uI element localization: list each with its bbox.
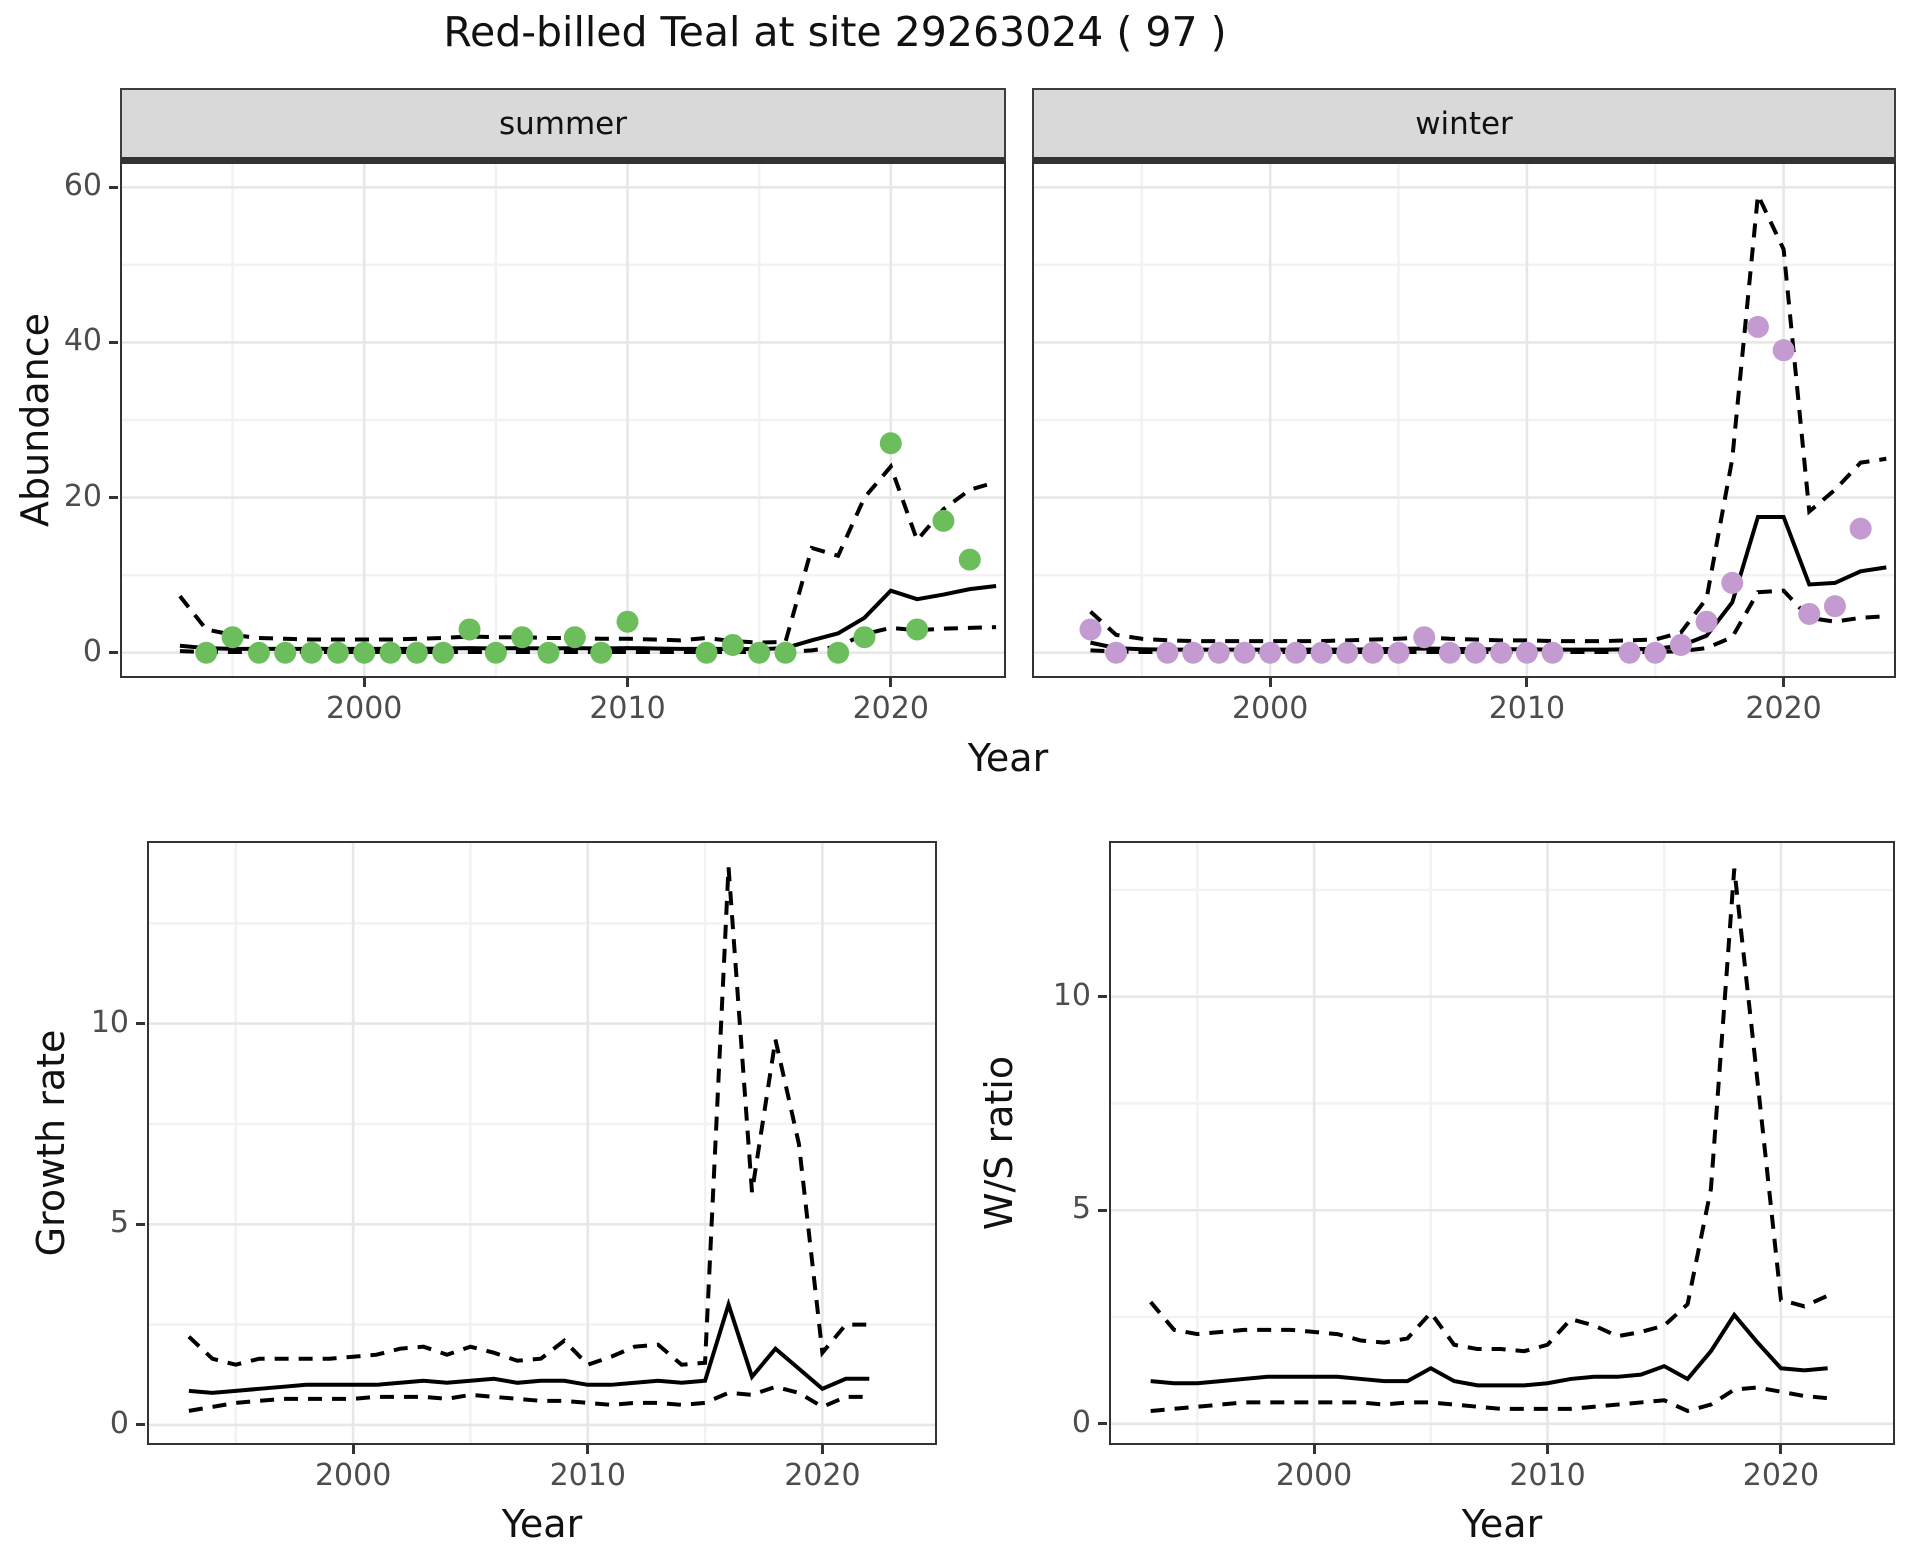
y-tick-label: 0 — [82, 633, 102, 669]
x-tick-mark — [1525, 678, 1529, 687]
y-tick-label: 60 — [63, 168, 102, 204]
growth-year-axis-title: Year — [501, 1502, 583, 1546]
ws-ratio-panel — [1109, 841, 1895, 1445]
x-tick-label: 2010 — [549, 1458, 626, 1493]
x-tick-label: 2020 — [784, 1458, 861, 1493]
y-tick-label: 5 — [1071, 1191, 1091, 1227]
y-tick-label: 20 — [63, 478, 102, 514]
x-tick-label: 2000 — [1231, 691, 1309, 726]
x-tick-label: 2000 — [326, 691, 403, 726]
y-tick-mark — [1098, 1208, 1107, 1212]
x-tick-mark — [820, 1445, 824, 1454]
x-tick-mark — [1779, 1445, 1783, 1454]
x-tick-mark — [362, 678, 366, 687]
y-tick-label: 0 — [109, 1405, 129, 1441]
growth-rate-panel — [147, 841, 937, 1445]
ws-year-axis-title: Year — [1461, 1502, 1543, 1546]
facet-label-summer: summer — [498, 105, 627, 142]
y-tick-mark — [136, 1222, 145, 1226]
x-tick-mark — [586, 1445, 590, 1454]
y-tick-label: 0 — [1071, 1404, 1091, 1440]
y-tick-label: 10 — [90, 1004, 129, 1040]
top-year-axis-title: Year — [967, 736, 1049, 780]
facet-strip-summer: summer — [120, 88, 1006, 162]
x-tick-mark — [626, 678, 629, 687]
x-tick-label: 2020 — [1745, 691, 1822, 726]
y-tick-mark — [1098, 995, 1107, 999]
x-tick-label: 2000 — [314, 1458, 392, 1493]
y-tick-mark — [136, 1423, 145, 1427]
y-tick-mark — [136, 1022, 145, 1026]
x-tick-label: 2010 — [1488, 691, 1566, 726]
x-tick-label: 2020 — [1742, 1458, 1820, 1493]
y-tick-mark — [109, 185, 118, 189]
x-tick-mark — [1546, 1445, 1550, 1454]
winter-abundance-panel — [1032, 162, 1896, 678]
ws-ratio-axis-title: W/S ratio — [977, 1055, 1021, 1231]
x-tick-mark — [351, 1445, 355, 1454]
chart-title: Red-billed Teal at site 29263024 ( 97 ) — [443, 8, 1227, 56]
abundance-axis-title: Abundance — [13, 312, 57, 528]
y-tick-mark — [1098, 1422, 1107, 1426]
x-tick-mark — [1268, 678, 1272, 687]
x-tick-label: 2020 — [852, 691, 929, 726]
y-tick-mark — [109, 496, 118, 500]
y-tick-label: 5 — [109, 1205, 129, 1241]
y-tick-label: 10 — [1052, 977, 1091, 1013]
y-tick-label: 40 — [63, 323, 102, 359]
x-tick-mark — [1312, 1445, 1316, 1454]
x-tick-mark — [1782, 678, 1786, 687]
y-tick-mark — [109, 651, 118, 655]
x-tick-label: 2000 — [1275, 1458, 1353, 1493]
x-tick-mark — [889, 678, 893, 687]
x-tick-label: 2010 — [1509, 1458, 1586, 1493]
summer-abundance-panel — [120, 162, 1006, 678]
facet-label-winter: winter — [1415, 105, 1513, 142]
x-tick-label: 2010 — [589, 691, 666, 726]
facet-strip-winter: winter — [1032, 88, 1896, 162]
y-tick-mark — [109, 340, 118, 344]
